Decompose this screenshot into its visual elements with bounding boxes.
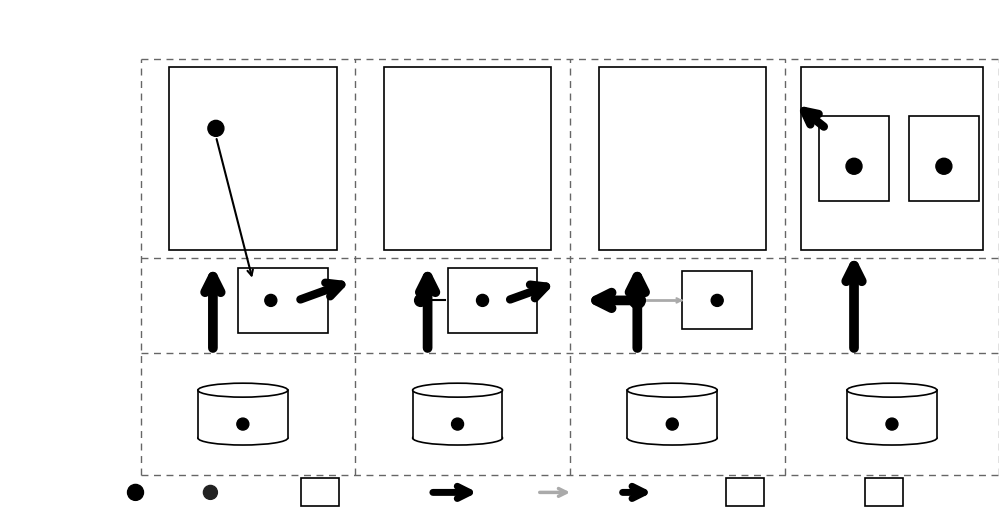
FancyBboxPatch shape xyxy=(627,390,717,438)
Bar xyxy=(599,67,766,250)
Circle shape xyxy=(208,120,224,136)
Bar xyxy=(909,116,979,201)
Bar xyxy=(819,116,889,201)
Ellipse shape xyxy=(627,431,717,445)
Bar xyxy=(384,67,551,250)
Bar xyxy=(682,271,752,329)
Circle shape xyxy=(936,158,952,174)
Ellipse shape xyxy=(847,383,937,397)
Circle shape xyxy=(846,158,862,174)
Circle shape xyxy=(415,295,427,306)
Bar xyxy=(301,478,339,506)
Ellipse shape xyxy=(847,431,937,445)
FancyBboxPatch shape xyxy=(847,390,937,438)
Bar xyxy=(169,67,337,250)
Circle shape xyxy=(265,295,277,306)
Circle shape xyxy=(886,418,898,430)
Ellipse shape xyxy=(198,431,288,445)
FancyBboxPatch shape xyxy=(413,390,502,438)
FancyBboxPatch shape xyxy=(198,390,288,438)
Circle shape xyxy=(203,485,217,499)
Bar xyxy=(865,478,903,506)
Circle shape xyxy=(629,293,645,308)
Circle shape xyxy=(666,418,678,430)
Ellipse shape xyxy=(627,383,717,397)
Bar xyxy=(726,478,764,506)
Circle shape xyxy=(128,484,143,501)
Circle shape xyxy=(237,418,249,430)
Circle shape xyxy=(477,295,489,306)
Bar xyxy=(801,67,983,250)
Ellipse shape xyxy=(413,431,502,445)
Circle shape xyxy=(452,418,464,430)
Ellipse shape xyxy=(413,383,502,397)
Circle shape xyxy=(711,295,723,306)
Ellipse shape xyxy=(198,383,288,397)
Bar xyxy=(448,268,537,333)
Bar xyxy=(238,268,328,333)
